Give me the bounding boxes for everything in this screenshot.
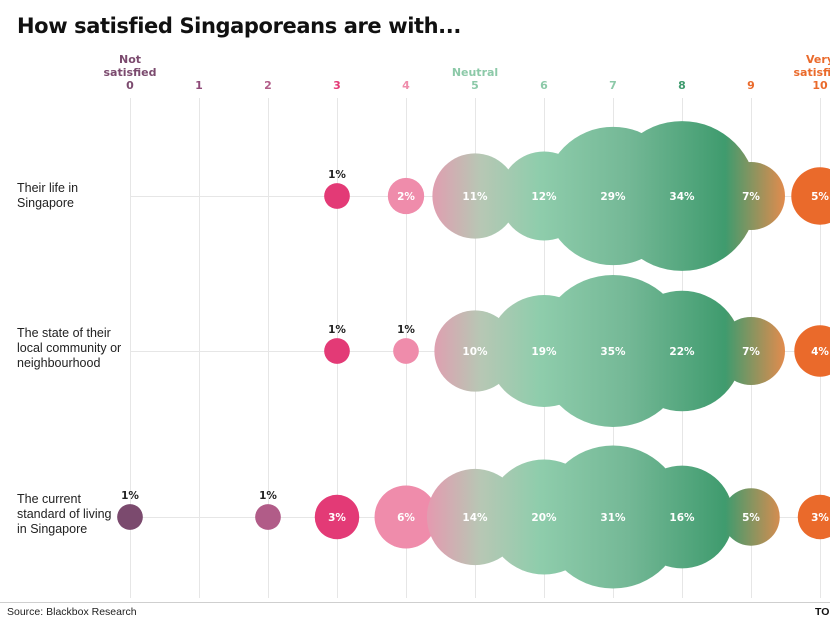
scale-tick-10: 10	[812, 79, 828, 92]
data-label-row1-score-8: 22%	[669, 346, 695, 358]
scale-tick-9: 9	[747, 79, 755, 92]
scale-tick-4: 4	[402, 79, 410, 92]
scale-annotation-1: Neutral	[452, 66, 498, 79]
scale-annotation-0: Not satisfied	[103, 53, 156, 79]
data-label-row2-score-10: 3%	[811, 512, 829, 524]
data-label-row2-score-0: 1%	[121, 490, 139, 502]
data-label-row0-score-3: 1%	[328, 169, 346, 181]
data-label-row1-score-7: 35%	[600, 346, 626, 358]
data-label-row0-score-4: 2%	[397, 191, 415, 203]
bubble-row0-score-4	[387, 177, 425, 215]
bubble-row0-score-10	[791, 167, 830, 225]
data-label-row2-score-2: 1%	[259, 490, 277, 502]
data-label-row1-score-5: 10%	[462, 346, 488, 358]
data-label-row0-score-10: 5%	[811, 191, 829, 203]
scale-tick-0: 0	[126, 79, 134, 92]
chart-title: How satisfied Singaporeans are with...	[17, 14, 461, 38]
data-label-row0-score-6: 12%	[531, 191, 557, 203]
data-label-row1-score-6: 19%	[531, 346, 557, 358]
bubble-row2-score-9	[722, 488, 780, 546]
bubble-row0-score-3	[324, 183, 350, 209]
row-label-community: The state of their local community or ne…	[17, 326, 122, 370]
bubble-row1-score-3	[324, 338, 350, 364]
data-label-row1-score-4: 1%	[397, 324, 415, 336]
bubble-row1-score-10	[794, 325, 830, 377]
scale-annotation-2: Verysatisfied	[793, 53, 830, 79]
bubble-row0-score-8	[607, 121, 757, 271]
scale-tick-1: 1	[195, 79, 203, 92]
data-label-row1-score-10: 4%	[811, 346, 829, 358]
scale-tick-3: 3	[333, 79, 341, 92]
row-label-life: Their life in Singapore	[17, 181, 79, 210]
scale-tick-5: 5	[471, 79, 479, 92]
data-label-row1-score-9: 7%	[742, 346, 760, 358]
brand-logo-text: TO	[815, 606, 830, 618]
data-label-row2-score-9: 5%	[742, 512, 760, 524]
data-label-row0-score-5: 11%	[462, 191, 488, 203]
data-label-row0-score-8: 34%	[669, 191, 695, 203]
bubble-row2-score-8	[630, 465, 734, 569]
bubble-row2-score-3	[314, 494, 360, 540]
data-label-row2-score-3: 3%	[328, 512, 346, 524]
data-label-row0-score-9: 7%	[742, 191, 760, 203]
scale-tick-8: 8	[678, 79, 686, 92]
data-label-row2-score-7: 31%	[600, 512, 626, 524]
bubble-row2-score-10	[797, 494, 830, 540]
data-label-row2-score-5: 14%	[462, 512, 488, 524]
bubble-row1-score-4	[393, 338, 419, 364]
data-label-row1-score-3: 1%	[328, 324, 346, 336]
bubble-row2-score-2	[255, 504, 281, 530]
bubble-row1-score-9	[717, 317, 785, 385]
source-note: Source: Blackbox Research	[7, 606, 137, 618]
bubble-row0-score-5	[432, 153, 518, 239]
scale-tick-7: 7	[609, 79, 617, 92]
row-label-standard-of-living: The current standard of living in Singap…	[17, 492, 112, 536]
bubble-row1-score-8	[621, 290, 743, 412]
data-label-row0-score-7: 29%	[600, 191, 626, 203]
bubble-row2-score-0	[117, 504, 143, 530]
scale-tick-2: 2	[264, 79, 272, 92]
data-label-row2-score-6: 20%	[531, 512, 557, 524]
data-label-row2-score-4: 6%	[397, 512, 415, 524]
data-label-row2-score-8: 16%	[669, 512, 695, 524]
scale-tick-6: 6	[540, 79, 548, 92]
bubble-row0-score-9	[717, 162, 785, 230]
bubble-row2-score-4	[374, 485, 438, 549]
